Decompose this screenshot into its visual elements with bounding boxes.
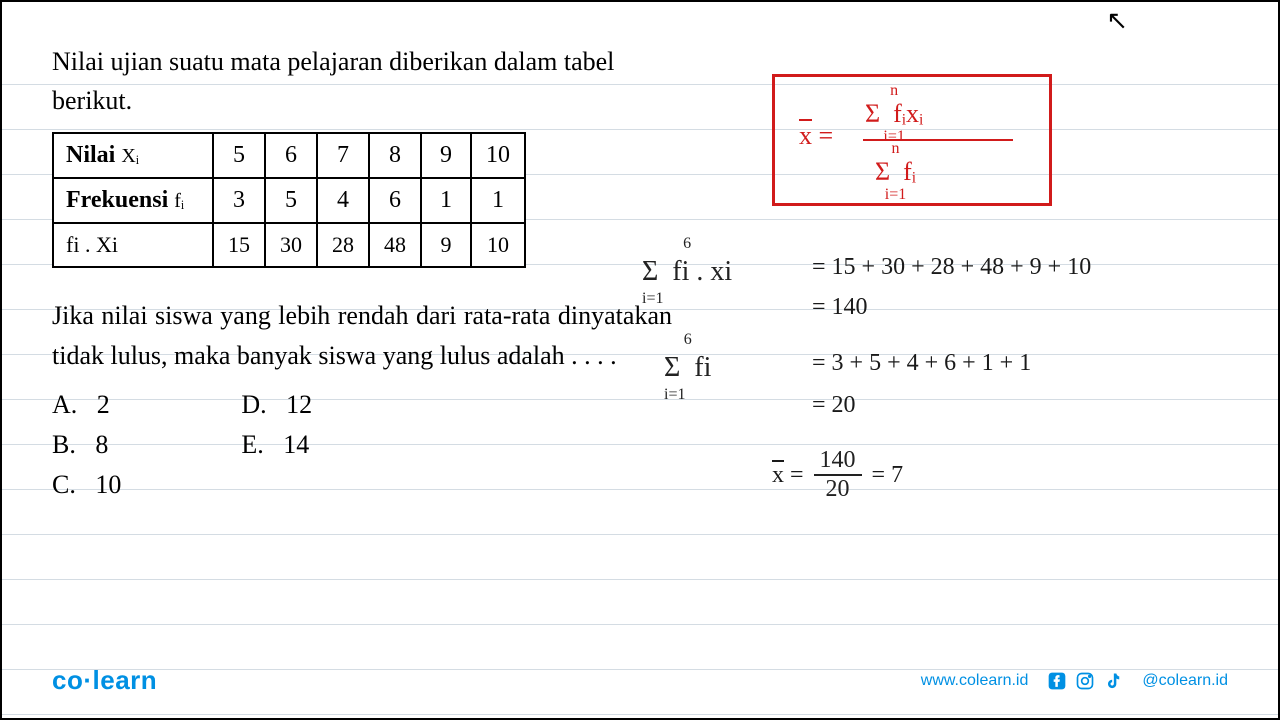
cell: 10 [471,133,525,178]
cell: 30 [265,223,317,267]
cell: 8 [369,133,421,178]
tiktok-icon [1102,670,1124,692]
formula-lhs: x = [799,121,833,151]
cell: 6 [265,133,317,178]
label-nilai: Nilai [66,142,115,168]
row-header-nilai: Nilai Xᵢ [53,133,213,178]
question-intro: Nilai ujian suatu mata pelajaran diberik… [52,42,672,120]
page-footer: co·learn www.colearn.id @colearn.id [52,665,1228,696]
social-icons [1046,670,1124,692]
cell: 5 [213,133,265,178]
row-header-fixi: fi . Xi [53,223,213,267]
option-a: A. 2 [52,385,121,425]
cell: 1 [471,178,525,223]
table-row-frekuensi: Frekuensi fᵢ 3 5 4 6 1 1 [53,178,525,223]
row-header-frekuensi: Frekuensi fᵢ [53,178,213,223]
data-table: Nilai Xᵢ 5 6 7 8 9 10 Frekuensi fᵢ 3 5 4… [52,132,526,268]
options-col-2: D. 12 E. 14 [241,385,312,506]
brand-logo: co·learn [52,665,157,696]
option-c: C. 10 [52,465,121,505]
cell: 1 [421,178,471,223]
label-frekuensi: Frekuensi [66,187,168,213]
footer-handle: @colearn.id [1142,672,1228,690]
instagram-icon [1074,670,1096,692]
cell: 5 [265,178,317,223]
mouse-cursor-icon: ↖ [1106,6,1128,36]
table-row-nilai: Nilai Xᵢ 5 6 7 8 9 10 [53,133,525,178]
formula-denominator: n Σ fᵢ i=1 [875,141,916,203]
facebook-icon [1046,670,1068,692]
cell: 4 [317,178,369,223]
cell: 6 [369,178,421,223]
page-content: Nilai ujian suatu mata pelajaran diberik… [2,2,1278,718]
cell: 28 [317,223,369,267]
cell: 48 [369,223,421,267]
footer-right: www.colearn.id @colearn.id [921,670,1228,692]
cell: 7 [317,133,369,178]
options-col-1: A. 2 B. 8 C. 10 [52,385,121,506]
option-e: E. 14 [241,425,312,465]
cell: 10 [471,223,525,267]
question-body: Jika nilai siswa yang lebih rendah dari … [52,296,672,377]
mean-formula-box: x = n Σ fᵢxᵢ i=1 n Σ fᵢ i=1 [772,74,1052,206]
label-fi: fᵢ [174,190,184,212]
footer-url: www.colearn.id [921,672,1029,690]
label-xi: Xᵢ [121,145,139,167]
answer-options: A. 2 B. 8 C. 10 D. 12 E. 14 [52,385,1228,506]
option-b: B. 8 [52,425,121,465]
table-row-fixi: fi . Xi 15 30 28 48 9 10 [53,223,525,267]
formula-numerator: n Σ fᵢxᵢ i=1 [865,83,923,145]
cell: 3 [213,178,265,223]
option-d: D. 12 [241,385,312,425]
cell: 15 [213,223,265,267]
cell: 9 [421,133,471,178]
cell: 9 [421,223,471,267]
